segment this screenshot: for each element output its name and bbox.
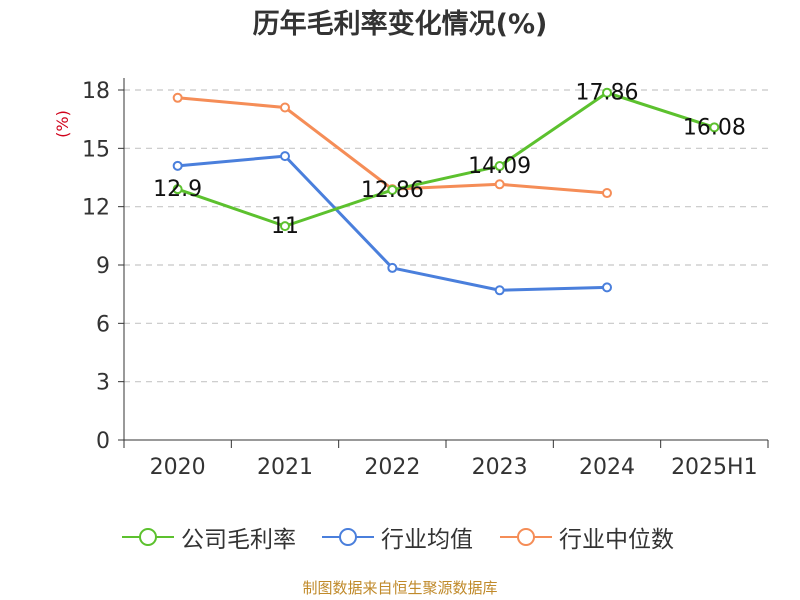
y-tick-label: 6 bbox=[96, 312, 110, 337]
x-tick-label: 2025H1 bbox=[671, 455, 758, 480]
y-axis-label: (%) bbox=[53, 110, 72, 138]
legend-item-company[interactable]: 公司毛利率 bbox=[122, 519, 296, 555]
data-labels: 12.9 11 12.86 14.09 17.86 16.08 bbox=[153, 81, 746, 239]
data-label: 14.09 bbox=[468, 154, 531, 179]
data-point bbox=[172, 92, 183, 103]
series-lines bbox=[172, 87, 720, 296]
data-label: 17.86 bbox=[576, 81, 639, 106]
data-point bbox=[494, 161, 505, 172]
data-label: 12.9 bbox=[153, 177, 202, 202]
data-point bbox=[494, 285, 505, 296]
x-tick-label: 2021 bbox=[257, 455, 313, 480]
data-point bbox=[602, 282, 612, 293]
data-label: 16.08 bbox=[683, 115, 746, 140]
legend: 公司毛利率 行业均值 行业中位数 bbox=[0, 519, 800, 555]
data-point bbox=[709, 122, 720, 133]
series-line-0 bbox=[177, 91, 715, 228]
y-tick-label: 0 bbox=[96, 429, 110, 454]
data-point bbox=[387, 262, 398, 273]
data-point bbox=[172, 160, 183, 171]
legend-label-company: 公司毛利率 bbox=[181, 527, 296, 553]
data-point bbox=[280, 151, 290, 162]
source-note: 制图数据来自恒生聚源数据库 bbox=[302, 579, 498, 597]
legend-item-industry-mean[interactable]: 行业均值 bbox=[322, 519, 473, 555]
data-point bbox=[494, 179, 505, 190]
y-tick-label: 9 bbox=[96, 254, 110, 279]
data-label: 11 bbox=[271, 214, 299, 239]
y-tick-label: 15 bbox=[82, 137, 110, 162]
legend-label-industry-mean: 行业均值 bbox=[381, 527, 473, 553]
legend-label-industry-median: 行业中位数 bbox=[559, 527, 674, 553]
x-tick-label: 2022 bbox=[364, 455, 420, 480]
data-point bbox=[172, 184, 183, 195]
legend-marker-industry-mean bbox=[322, 528, 374, 546]
data-point bbox=[602, 188, 612, 199]
x-tick-label: 2023 bbox=[472, 455, 528, 480]
legend-marker-industry-median bbox=[500, 528, 552, 546]
data-point bbox=[387, 184, 398, 195]
legend-item-industry-median[interactable]: 行业中位数 bbox=[500, 519, 674, 555]
data-point bbox=[280, 102, 290, 113]
grid-lines bbox=[124, 89, 768, 383]
y-tick-label: 3 bbox=[96, 371, 110, 396]
data-label: 12.86 bbox=[361, 178, 424, 203]
x-tick-label: 2024 bbox=[579, 455, 635, 480]
y-tick-label: 12 bbox=[82, 196, 110, 221]
data-point bbox=[602, 87, 612, 98]
axes: 0 3 6 9 12 15 18 (%) 2020 2021 2022 2023 2024 2025H1 bbox=[53, 78, 769, 480]
data-point bbox=[280, 221, 290, 232]
x-tick-label: 2020 bbox=[150, 455, 206, 480]
chart-title: 历年毛利率变化情况(%) bbox=[252, 9, 548, 40]
legend-marker-company bbox=[122, 528, 174, 546]
y-tick-label: 18 bbox=[82, 79, 110, 104]
